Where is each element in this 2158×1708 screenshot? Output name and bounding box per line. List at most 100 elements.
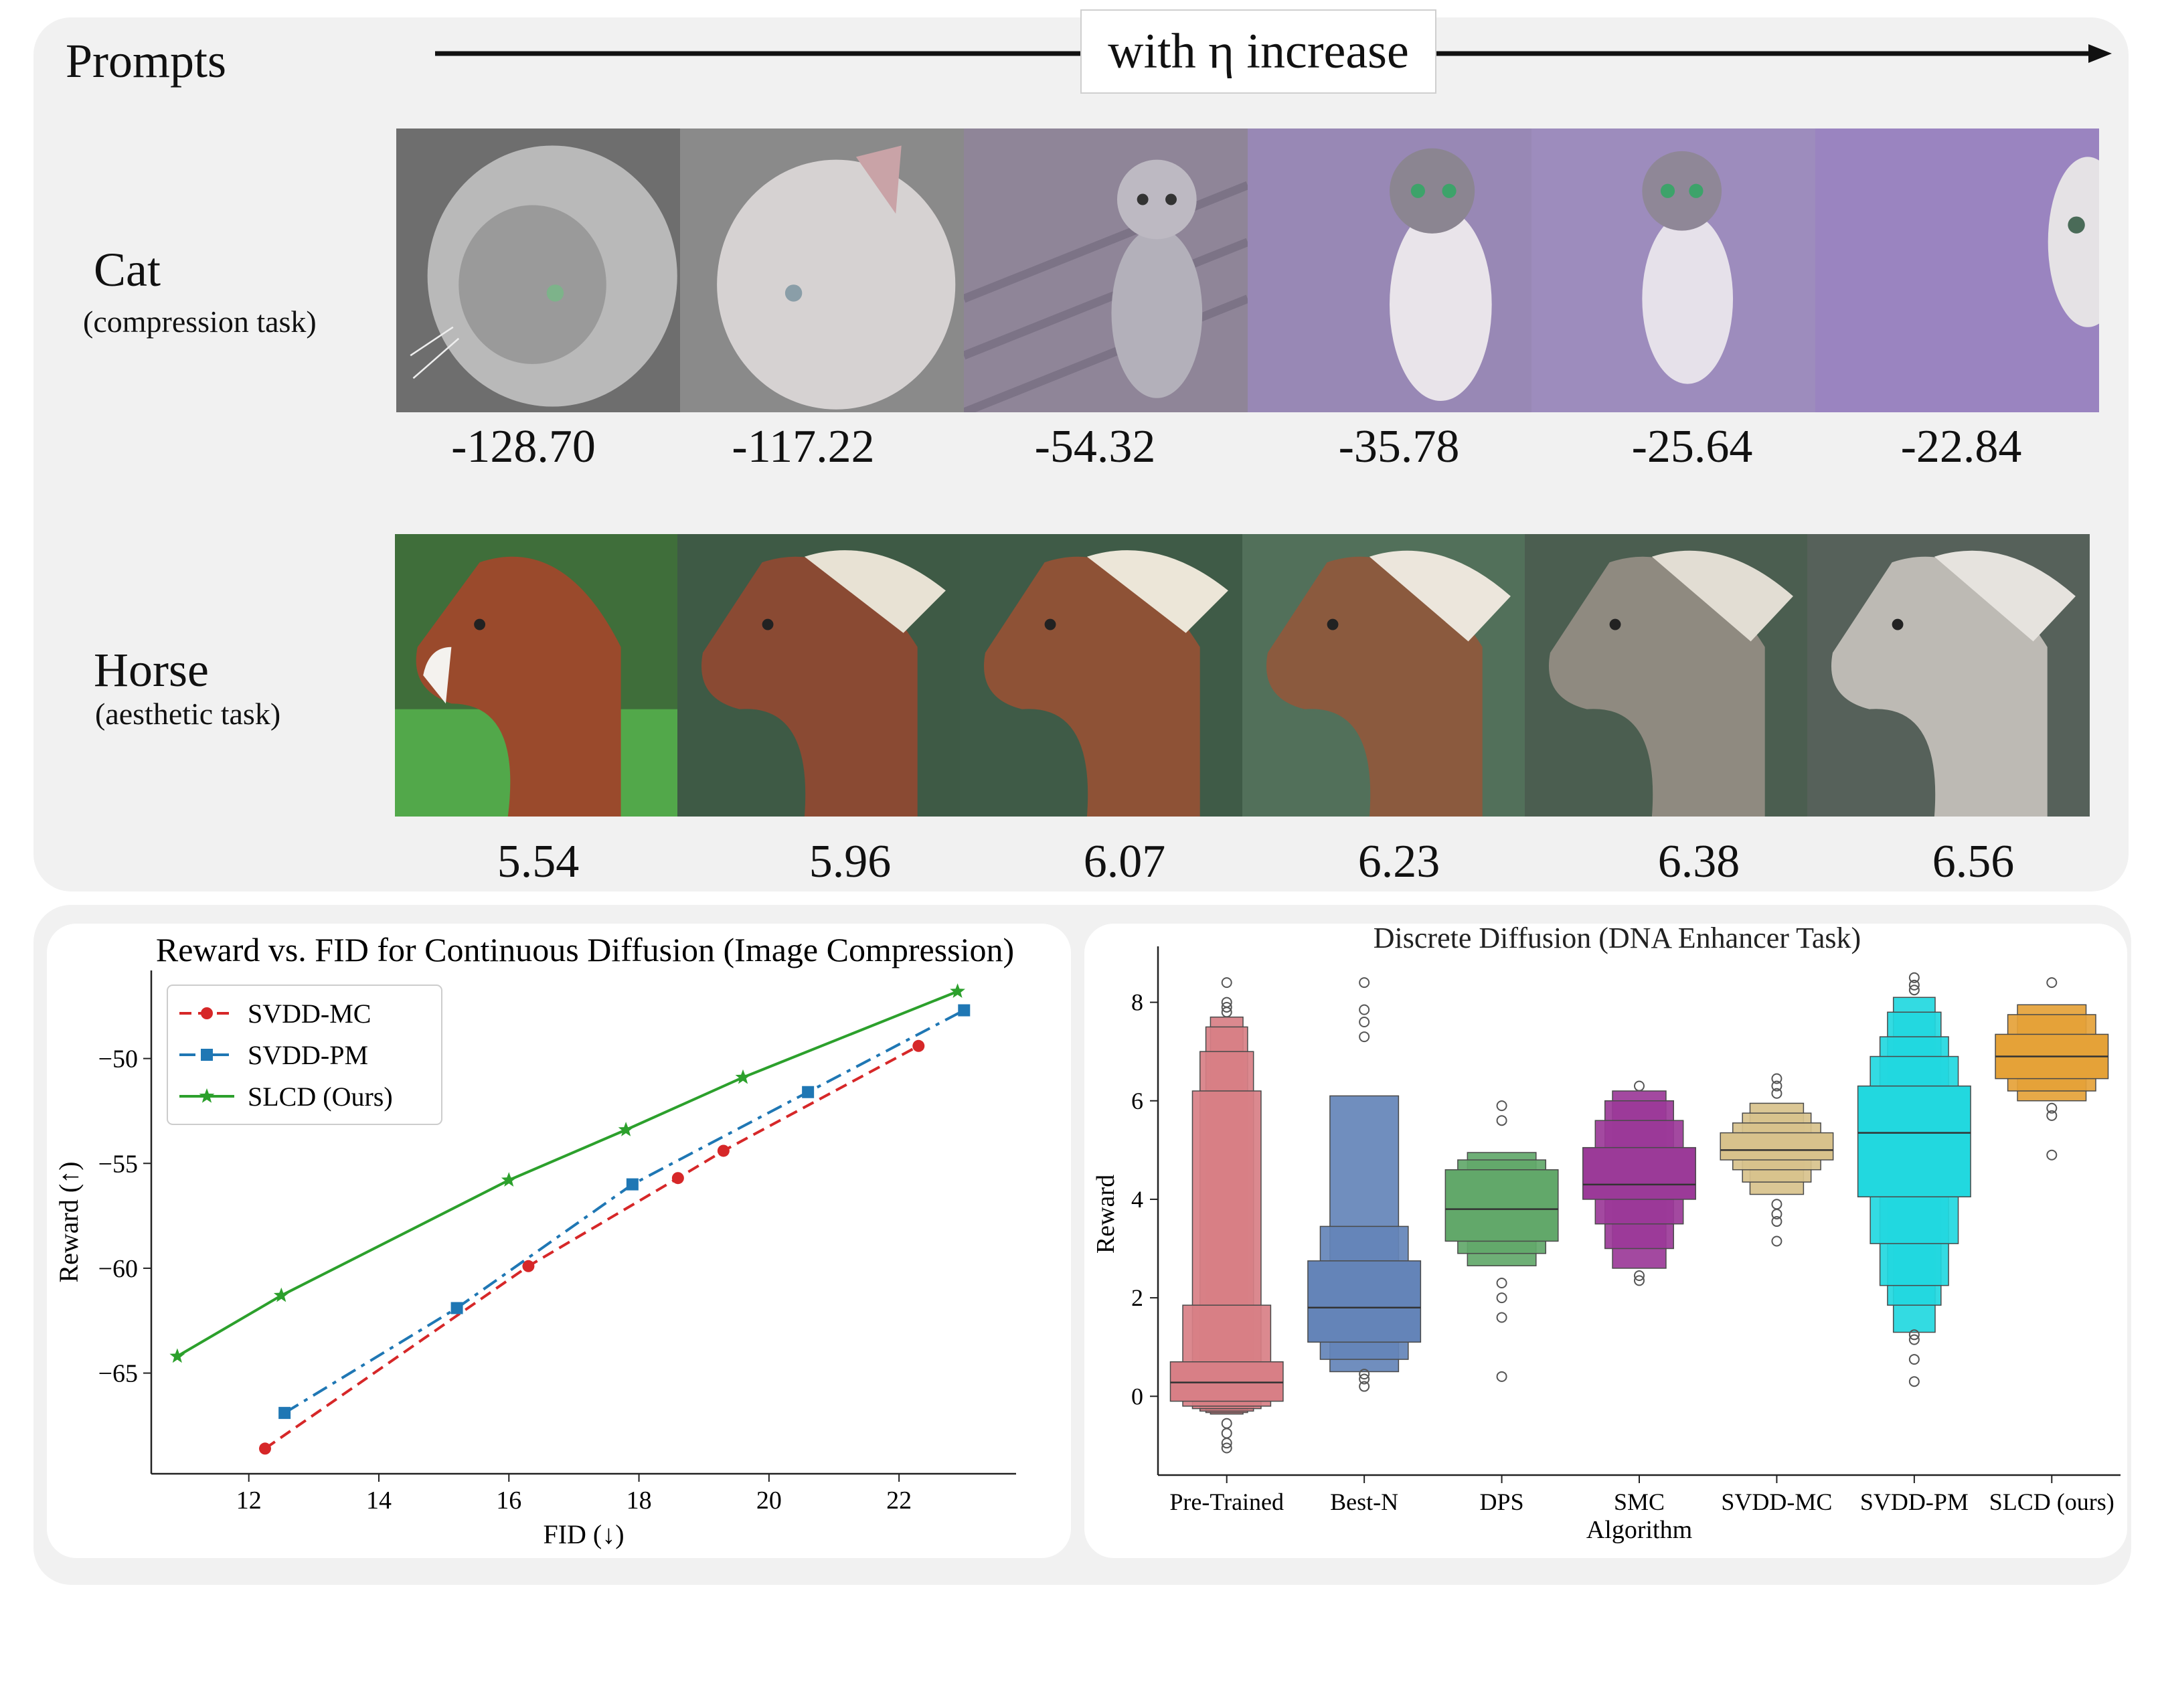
boxen-best-n [1307,977,1422,1392]
x-tick-label: 12 [236,1486,262,1515]
horse-image-6 [1807,534,2090,817]
reward-vs-fid-chart: Reward vs. FID for Continuous Diffusion … [54,931,1016,1549]
outlier-point [1359,1031,1370,1043]
data-point [501,1172,517,1187]
y-tick-label: 0 [1131,1383,1143,1410]
cat-image-1 [396,129,680,412]
outlier-point [1496,1278,1507,1289]
outlier-point [1496,1100,1507,1112]
cat-score-3: -54.32 [1034,421,1156,473]
outlier-point [1771,1235,1782,1247]
dna-enhancer-chart: Discrete Diffusion (DNA Enhancer Task) 0 2… [1092,924,2121,1544]
outlier-point [1634,1275,1645,1286]
outlier-point [1359,977,1370,989]
horse-image-5 [1525,534,1807,817]
y-tick-label: −55 [98,1150,138,1178]
x-tick-label: Pre-Trained [1169,1488,1284,1515]
legend: SVDD-MC SVDD-PM SLCD (Ours) [167,985,442,1125]
boxen-smc [1582,1080,1696,1286]
y-tick-label: 8 [1131,989,1143,1016]
outlier-point [1908,1334,1920,1345]
x-tick-label: DPS [1480,1488,1524,1515]
outlier-point [1496,1312,1507,1323]
outlier-point [2046,1102,2058,1114]
prompts-heading: Prompts [66,34,227,88]
data-point [169,1348,185,1363]
boxen-svdd-mc [1720,1073,1834,1247]
y-tick-label: −60 [98,1255,138,1283]
data-point [626,1178,639,1191]
x-tick-label: Best-N [1330,1488,1398,1515]
boxen-box [1444,1169,1559,1242]
outlier-point [1634,1270,1645,1281]
cat-image-5 [1531,129,1815,412]
y-tick-label: 4 [1131,1186,1143,1213]
cat-score-2: -117.22 [732,421,875,473]
outlier-point [1771,1199,1782,1210]
horse-image-4 [1242,534,1525,817]
series-slcd-ours- [169,983,965,1363]
outlier-point [1359,1004,1370,1015]
outlier-point [2046,977,2058,989]
cat-score-6: -22.84 [1900,421,2022,473]
legend-frame [167,985,442,1125]
boxen-svdd-pm [1857,972,1971,1387]
outlier-point [1634,1080,1645,1092]
horse-image-3 [960,534,1242,817]
data-point [278,1407,291,1420]
horse-score-1: 5.54 [497,836,580,887]
cat-prompt-label: Cat [94,243,161,296]
data-point [958,1004,971,1017]
outlier-point [1771,1073,1782,1084]
boxen-box [1582,1146,1696,1200]
data-point [802,1086,815,1098]
legend-marker [199,1088,215,1103]
cat-image-3 [964,129,1248,412]
boxen-slcd-ours- [1995,977,2109,1161]
boxen-box [1720,1132,1834,1161]
chart-title: Reward vs. FID for Continuous Diffusion … [156,931,1014,968]
y-tick-label: −50 [98,1045,138,1074]
horse-image-2 [677,534,960,817]
horse-prompt-label: Horse [94,643,209,697]
legend-label: SVDD-MC [248,999,371,1029]
outlier-point [1496,1292,1507,1304]
outlier-point [1221,1428,1232,1439]
outlier-point [2046,1149,2058,1161]
outlier-point [1771,1080,1782,1092]
x-tick-label: 18 [627,1486,652,1515]
series-svdd-mc [259,1039,925,1455]
y-axis-label: Reward [1092,1175,1120,1254]
outlier-point [1359,1373,1370,1385]
outlier-point [1359,1017,1370,1028]
outlier-point [1771,1088,1782,1099]
horse-task-label: (aesthetic task) [95,697,281,731]
cat-image-4 [1248,129,1531,412]
boxen-box [1857,1085,1971,1197]
cat-task-label: (compression task) [83,305,317,339]
x-axis-label: FID (↓) [543,1519,624,1549]
data-point [450,1302,463,1314]
cat-score-5: -25.64 [1631,421,1753,473]
legend-marker [201,1049,213,1061]
eta-increase-label: with η increase [1080,9,1436,94]
cat-image-6 [1815,129,2099,412]
outlier-point [1221,1001,1232,1013]
data-point [950,983,965,998]
legend-marker [201,1007,213,1019]
horse-score-3: 6.07 [1083,836,1166,887]
boxen-dps [1444,1100,1559,1382]
x-tick-label: SVDD-MC [1721,1488,1832,1515]
data-point [273,1287,289,1302]
data-point [912,1039,925,1052]
x-tick-label: 20 [756,1486,782,1515]
data-point [522,1260,535,1272]
data-point [259,1442,271,1455]
legend-label: SVDD-PM [248,1040,368,1070]
outlier-point [1221,1438,1232,1449]
x-tick-label: SVDD-PM [1860,1488,1969,1515]
chart-title: Discrete Diffusion (DNA Enhancer Task) [1374,924,1861,954]
outlier-point [2046,1110,2058,1121]
x-tick-label: 16 [496,1486,521,1515]
data-point [717,1144,730,1157]
